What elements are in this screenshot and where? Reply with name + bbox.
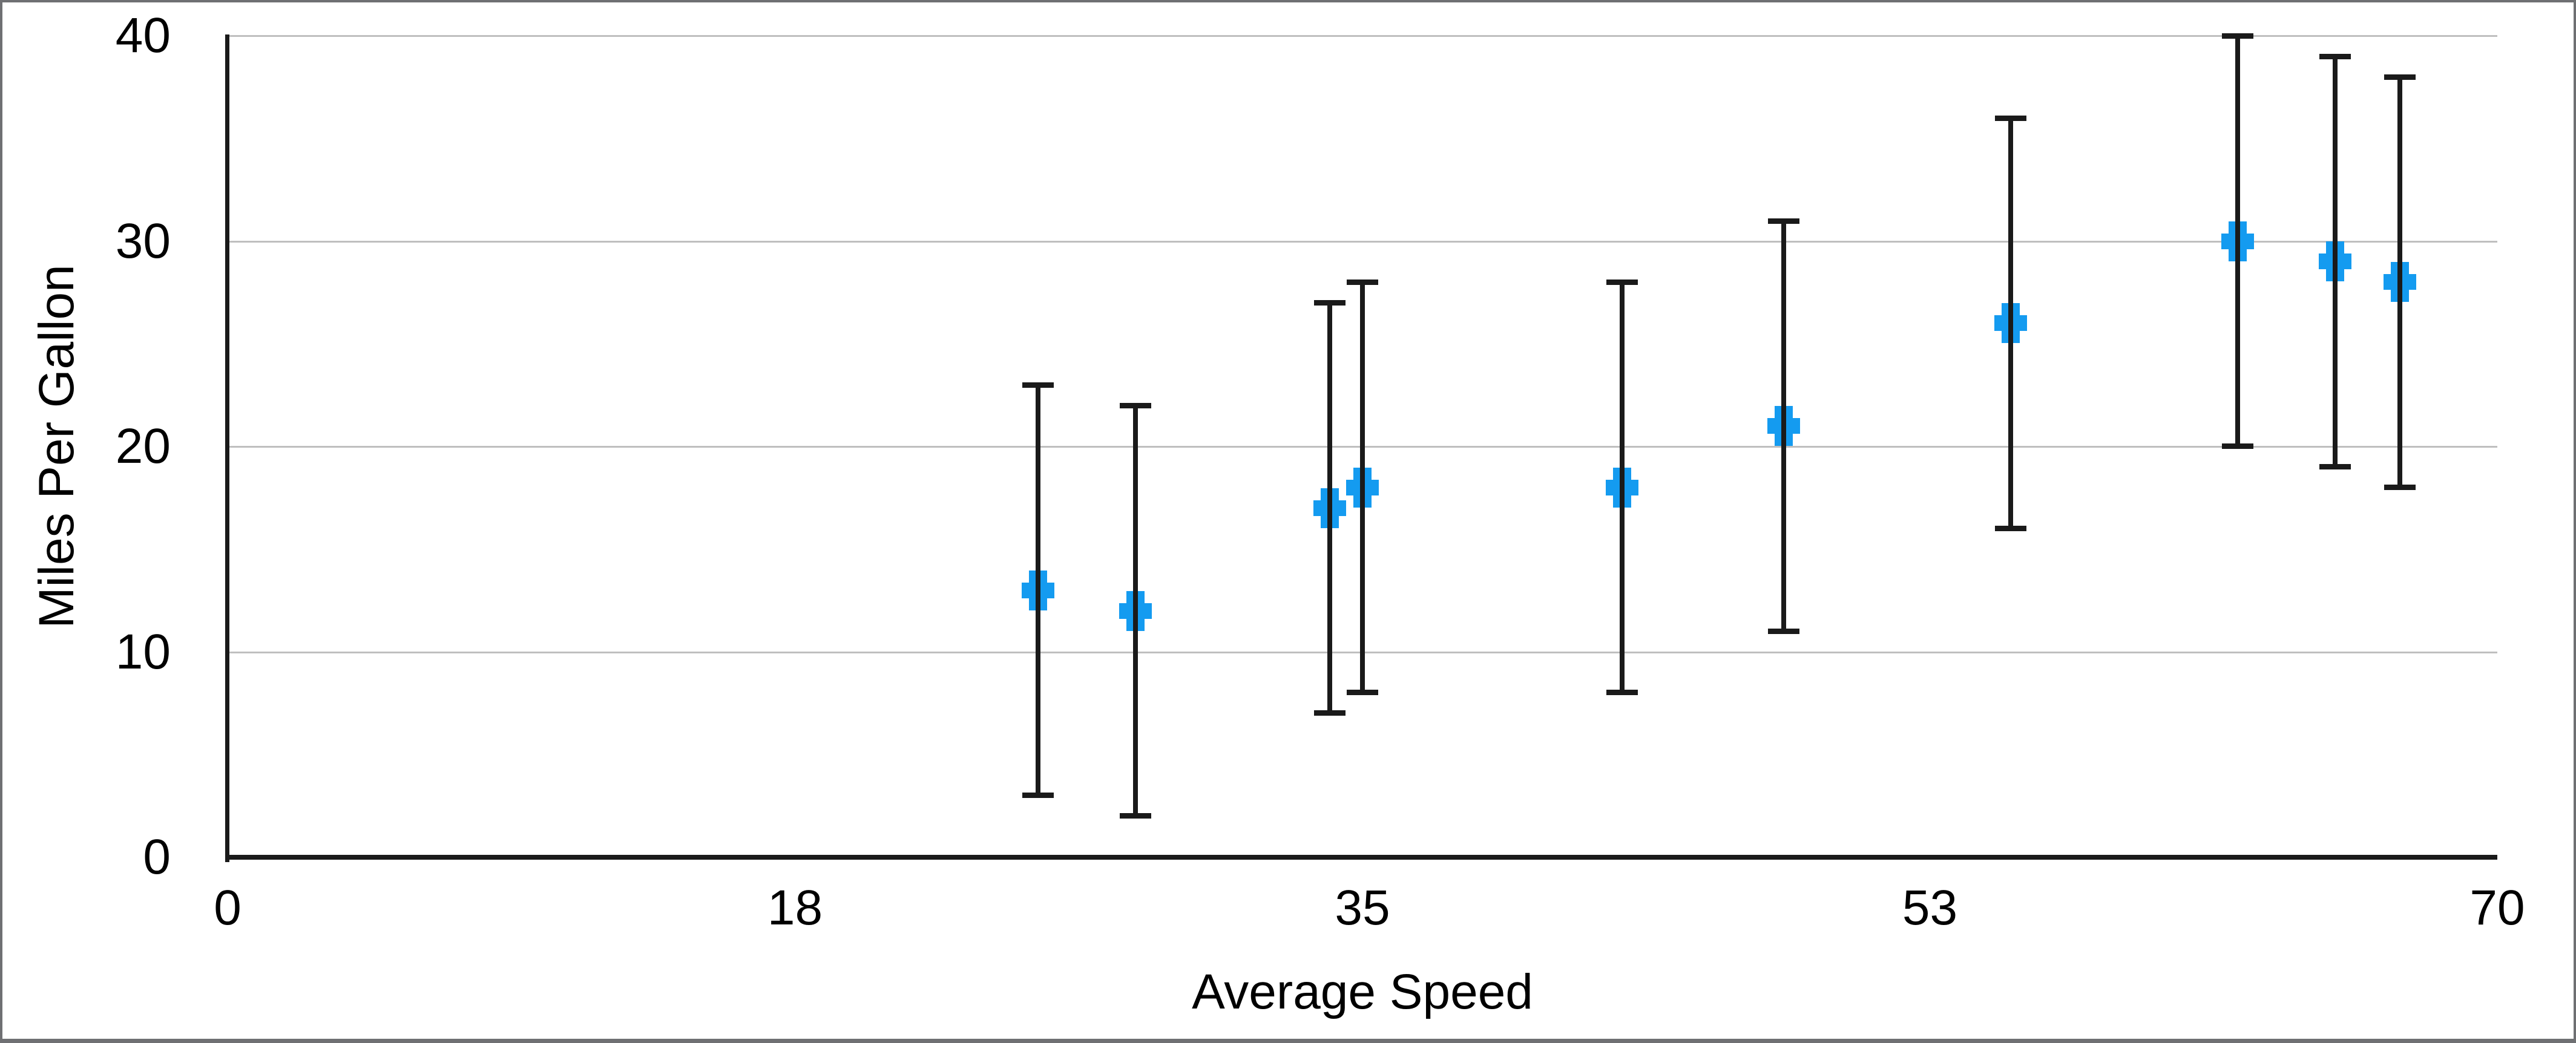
error-bar-cap-bottom xyxy=(2384,484,2416,490)
x-axis-line xyxy=(225,855,2497,860)
error-bar-cap-top xyxy=(2384,74,2416,80)
gridline-y-30 xyxy=(228,240,2497,243)
y-tick-label-10: 10 xyxy=(115,624,171,679)
x-tick-label-70: 70 xyxy=(2469,880,2525,935)
error-bar-cap-top xyxy=(1606,280,1638,286)
error-bar-cap-top xyxy=(1314,300,1346,306)
error-bar-line xyxy=(1036,385,1041,796)
x-tick-label-18: 18 xyxy=(767,880,823,935)
x-tick-label-53: 53 xyxy=(1902,880,1958,935)
error-bar-line xyxy=(2333,56,2338,467)
error-bar-cap-bottom xyxy=(1995,525,2027,531)
error-bar-cap-top xyxy=(2319,53,2351,59)
error-bar-cap-bottom xyxy=(2222,443,2254,449)
error-bar-line xyxy=(2235,36,2241,446)
error-bar-line xyxy=(1133,405,1138,817)
x-tick-label-0: 0 xyxy=(214,880,242,935)
error-bar-line xyxy=(1360,282,1365,693)
error-bar-cap-bottom xyxy=(1022,793,1054,799)
error-bar-cap-top xyxy=(1120,403,1151,409)
error-bar-line xyxy=(2397,76,2403,488)
error-bar-cap-top xyxy=(2222,33,2254,39)
error-bar-cap-top xyxy=(1995,115,2027,121)
y-axis-line xyxy=(225,34,229,862)
y-tick-label-0: 0 xyxy=(143,829,171,884)
x-axis-title: Average Speed xyxy=(1192,964,1533,1019)
error-bar-line xyxy=(1781,220,1787,632)
error-bar-cap-bottom xyxy=(1606,690,1638,696)
error-bar-line xyxy=(2008,117,2014,529)
error-bar-cap-bottom xyxy=(1314,710,1346,716)
error-bar-cap-bottom xyxy=(1120,813,1151,819)
x-tick-label-35: 35 xyxy=(1335,880,1390,935)
error-bar-line xyxy=(1327,302,1333,714)
error-bar-cap-bottom xyxy=(1347,690,1378,696)
y-tick-label-30: 30 xyxy=(115,213,171,269)
error-bar-cap-top xyxy=(1022,382,1054,388)
y-tick-label-40: 40 xyxy=(115,8,171,63)
y-tick-label-20: 20 xyxy=(115,419,171,474)
error-bar-cap-top xyxy=(1768,218,1800,224)
error-bar-line xyxy=(1619,282,1625,693)
error-bar-cap-bottom xyxy=(1768,628,1800,634)
error-bar-cap-top xyxy=(1347,280,1378,286)
error-bar-cap-bottom xyxy=(2319,463,2351,469)
gridline-y-40 xyxy=(228,35,2497,37)
